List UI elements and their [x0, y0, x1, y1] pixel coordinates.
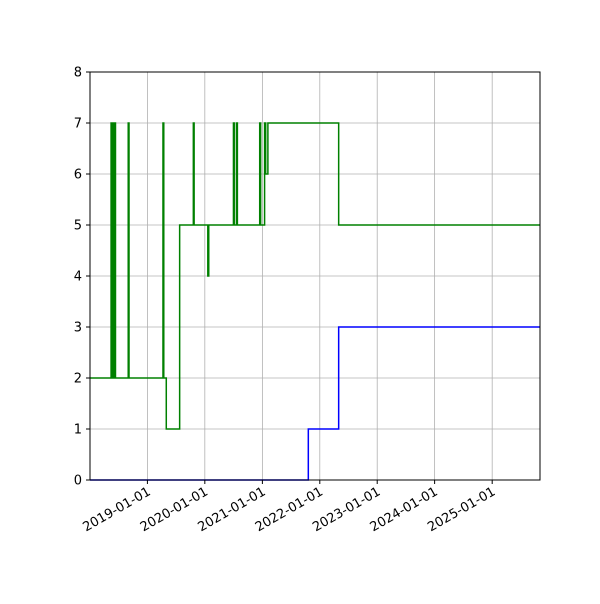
series-line-1 — [90, 326, 540, 481]
y-tick-label: 3 — [74, 321, 82, 336]
y-tick-label: 8 — [74, 66, 82, 81]
y-tick-label: 6 — [74, 168, 82, 183]
y-axis: 0 1 2 3 4 5 6 7 8 — [74, 66, 90, 489]
series-line-0 — [90, 122, 540, 430]
y-tick-label: 4 — [74, 270, 82, 285]
y-tick-label: 7 — [74, 117, 82, 132]
y-tick-label: 0 — [74, 474, 82, 489]
grid — [90, 71, 540, 481]
y-tick-label: 2 — [74, 372, 82, 387]
series-layer — [90, 122, 540, 481]
y-tick-label: 5 — [74, 219, 82, 234]
y-tick-label: 1 — [74, 423, 82, 438]
x-axis: 2019-01-012020-01-012021-01-012022-01-01… — [80, 480, 498, 535]
